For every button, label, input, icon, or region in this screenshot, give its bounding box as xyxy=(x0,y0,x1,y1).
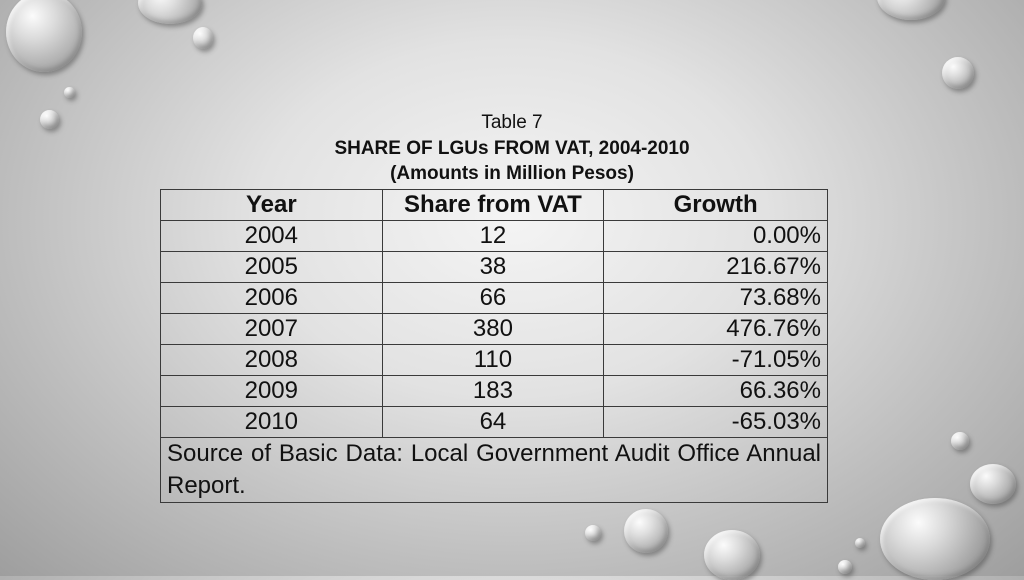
cell-year: 2004 xyxy=(160,220,383,252)
table-number-label: Table 7 xyxy=(481,112,543,133)
source-row: Source of Basic Data: Local Government A… xyxy=(160,437,828,503)
header-growth: Growth xyxy=(603,189,828,221)
cell-growth: 0.00% xyxy=(603,220,828,252)
cell-year: 2009 xyxy=(160,375,383,407)
water-droplet-decoration xyxy=(193,27,213,49)
header-share-from-vat: Share from VAT xyxy=(381,189,605,221)
water-droplet-decoration xyxy=(40,110,59,129)
header-year: Year xyxy=(160,189,383,221)
cell-share: 380 xyxy=(381,313,605,345)
table-row: 2008 110 -71.05% xyxy=(160,344,828,376)
cell-share: 38 xyxy=(381,251,605,283)
table-row: 2007 380 476.76% xyxy=(160,313,828,345)
cell-growth: -65.03% xyxy=(603,406,828,438)
cell-year: 2006 xyxy=(160,282,383,314)
table-subtitle: (Amounts in Million Pesos) xyxy=(390,163,634,184)
cell-share: 12 xyxy=(381,220,605,252)
table-row: 2005 38 216.67% xyxy=(160,251,828,283)
water-droplet-decoration xyxy=(138,0,202,24)
water-droplet-decoration xyxy=(942,57,974,89)
table-header-row: Year Share from VAT Growth xyxy=(160,189,828,221)
water-droplet-decoration xyxy=(970,464,1016,504)
water-droplet-decoration xyxy=(64,87,75,98)
water-droplet-decoration xyxy=(6,0,82,72)
source-note: Source of Basic Data: Local Government A… xyxy=(160,437,828,503)
table-title: SHARE OF LGUs FROM VAT, 2004-2010 xyxy=(334,138,690,159)
water-droplet-decoration xyxy=(624,509,668,553)
table-row: 2006 66 73.68% xyxy=(160,282,828,314)
water-droplet-decoration xyxy=(877,0,945,20)
cell-share: 110 xyxy=(381,344,605,376)
cell-growth: -71.05% xyxy=(603,344,828,376)
water-droplet-decoration xyxy=(704,530,760,580)
water-droplet-decoration xyxy=(880,498,990,580)
water-droplet-decoration xyxy=(838,560,852,574)
table-row: 2009 183 66.36% xyxy=(160,375,828,407)
cell-growth: 73.68% xyxy=(603,282,828,314)
cell-share: 66 xyxy=(381,282,605,314)
table-row: 2010 64 -65.03% xyxy=(160,406,828,438)
table-row: 2004 12 0.00% xyxy=(160,220,828,252)
cell-year: 2008 xyxy=(160,344,383,376)
water-droplet-decoration xyxy=(951,432,969,450)
vat-share-table: Year Share from VAT Growth 2004 12 0.00%… xyxy=(160,189,828,503)
cell-year: 2005 xyxy=(160,251,383,283)
cell-share: 64 xyxy=(381,406,605,438)
cell-year: 2007 xyxy=(160,313,383,345)
water-droplet-decoration xyxy=(585,525,601,541)
cell-growth: 66.36% xyxy=(603,375,828,407)
cell-growth: 476.76% xyxy=(603,313,828,345)
cell-year: 2010 xyxy=(160,406,383,438)
cell-growth: 216.67% xyxy=(603,251,828,283)
cell-share: 183 xyxy=(381,375,605,407)
water-droplet-decoration xyxy=(855,538,865,548)
